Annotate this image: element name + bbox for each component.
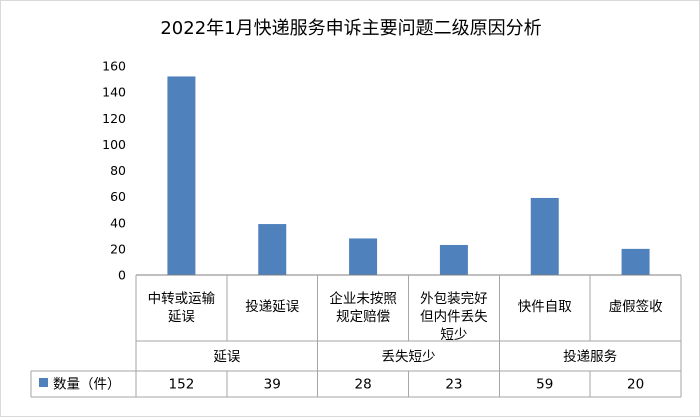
y-tick-label: 40 (110, 215, 126, 230)
data-table-value: 28 (354, 377, 371, 393)
y-axis: 0 20 40 60 80 100 120 140 160 (102, 59, 126, 283)
legend-series-name: 数量（件） (53, 377, 121, 393)
bar (530, 197, 559, 275)
bar (258, 224, 287, 275)
data-table-value: 39 (264, 377, 281, 393)
bars (167, 76, 650, 275)
bar (167, 76, 196, 275)
y-tick-label: 100 (102, 137, 126, 152)
x-group-label: 丢失短少 (382, 349, 436, 365)
chart-title: 2022年1月快递服务申诉主要问题二级原因分析 (160, 18, 541, 39)
data-table-value: 59 (536, 377, 553, 393)
y-tick-label: 140 (102, 85, 126, 100)
y-tick-label: 20 (110, 241, 126, 256)
data-table: 数量（件） 152 39 28 23 59 20 (30, 370, 682, 398)
y-tick-label: 120 (102, 111, 126, 126)
data-table-value: 23 (445, 377, 462, 393)
x-category-label: 中转或运输延误 (148, 291, 216, 325)
x-category-label: 企业未按照规定赔偿 (329, 290, 397, 325)
x-group-label: 延误 (213, 349, 240, 365)
x-category-label: 外包装完好但内件丢失短少 (420, 291, 488, 343)
data-table-value: 152 (169, 377, 195, 393)
y-tick-label: 0 (118, 268, 126, 283)
y-tick-label: 160 (102, 59, 126, 74)
x-category-label: 投递延误 (245, 299, 299, 315)
x-group-label: 投递服务 (563, 349, 617, 365)
y-tick-label: 60 (110, 189, 126, 204)
x-category-label: 虚假签收 (609, 298, 663, 315)
legend-swatch (39, 378, 48, 387)
y-tick-label: 80 (110, 163, 126, 178)
bar (439, 244, 468, 275)
bar (621, 248, 650, 275)
x-category-label: 快件自取 (518, 299, 572, 315)
data-table-value: 20 (627, 377, 644, 393)
bar (349, 238, 378, 275)
